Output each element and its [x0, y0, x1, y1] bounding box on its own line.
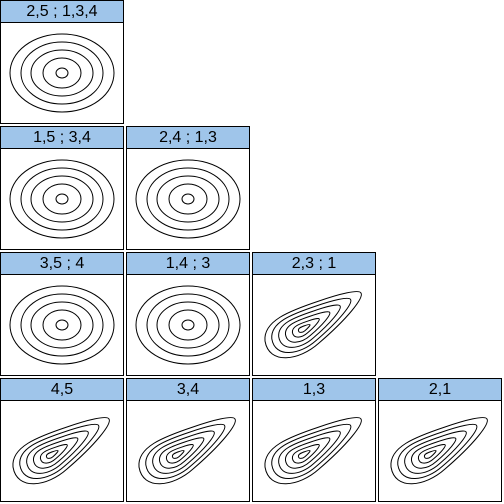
contour-line-2: [145, 423, 226, 479]
contour-line-2: [397, 423, 478, 479]
contour-ring-3: [30, 301, 94, 349]
panel-label: 1,3: [253, 379, 375, 401]
contour-ring-5: [181, 319, 195, 331]
contour-panel-3: 2,4 ; 1,3: [126, 126, 250, 250]
contour-line-1: [390, 417, 488, 485]
contour-ring-3: [156, 175, 220, 223]
panel-label: 2,5 ; 1,3,4: [1, 1, 123, 23]
contour-plot: [138, 417, 236, 485]
contour-panel-5: 1,4 ; 3: [126, 252, 250, 376]
contour-ring-1: [135, 285, 241, 365]
contour-plot: [264, 417, 362, 485]
contour-line-4: [284, 437, 331, 469]
panel-label: 2,3 ; 1: [253, 253, 375, 275]
contour-line-6: [45, 450, 59, 459]
contour-ring-4: [168, 183, 208, 215]
contour-line-3: [278, 304, 341, 348]
contour-line-2: [19, 423, 100, 479]
contour-ring-1: [9, 33, 115, 113]
contour-line-5: [417, 444, 446, 464]
contour-plot: [9, 159, 115, 239]
contour-plot: [12, 417, 110, 485]
contour-plot: [390, 417, 488, 485]
contour-ring-5: [55, 67, 69, 79]
contour-line-5: [291, 318, 320, 338]
contour-plot: [9, 285, 115, 365]
contour-panel-10: 2,1: [378, 378, 502, 502]
contour-ring-4: [42, 309, 82, 341]
contour-line-3: [278, 430, 341, 474]
contour-line-2: [271, 297, 352, 353]
panel-label: 4,5: [1, 379, 123, 401]
contour-ring-1: [9, 159, 115, 239]
contour-line-6: [297, 324, 311, 333]
contour-panel-6: 2,3 ; 1: [252, 252, 376, 376]
contour-line-1: [12, 417, 110, 485]
contour-line-5: [39, 444, 68, 464]
contour-line-6: [171, 450, 185, 459]
contour-panel-8: 3,4: [126, 378, 250, 502]
contour-line-1: [264, 417, 362, 485]
contour-line-1: [138, 417, 236, 485]
contour-ring-2: [20, 41, 104, 105]
panel-label: 2,4 ; 1,3: [127, 127, 249, 149]
contour-panel-4: 3,5 ; 4: [0, 252, 124, 376]
panel-label: 3,5 ; 4: [1, 253, 123, 275]
contour-line-3: [26, 430, 89, 474]
contour-ring-5: [55, 319, 69, 331]
panel-label: 1,5 ; 3,4: [1, 127, 123, 149]
contour-line-6: [423, 450, 437, 459]
contour-line-6: [297, 450, 311, 459]
panel-label: 1,4 ; 3: [127, 253, 249, 275]
contour-ring-4: [42, 57, 82, 89]
contour-ring-2: [146, 293, 230, 357]
contour-line-3: [152, 430, 215, 474]
contour-ring-2: [20, 167, 104, 231]
contour-ring-3: [30, 175, 94, 223]
contour-ring-5: [55, 193, 69, 205]
contour-line-4: [284, 311, 331, 343]
contour-ring-1: [9, 285, 115, 365]
contour-line-4: [410, 437, 457, 469]
contour-ring-4: [168, 309, 208, 341]
contour-ring-1: [135, 159, 241, 239]
contour-line-1: [264, 291, 362, 359]
contour-ring-2: [146, 167, 230, 231]
panel-label: 3,4: [127, 379, 249, 401]
contour-ring-3: [30, 49, 94, 97]
contour-line-2: [271, 423, 352, 479]
contour-panel-9: 1,3: [252, 378, 376, 502]
contour-plot: [9, 33, 115, 113]
contour-line-5: [165, 444, 194, 464]
panel-label: 2,1: [379, 379, 501, 401]
contour-ring-4: [42, 183, 82, 215]
contour-panel-7: 4,5: [0, 378, 124, 502]
contour-line-4: [32, 437, 79, 469]
contour-plot: [135, 285, 241, 365]
contour-panel-2: 1,5 ; 3,4: [0, 126, 124, 250]
contour-plot: [264, 291, 362, 359]
contour-line-4: [158, 437, 205, 469]
contour-ring-5: [181, 193, 195, 205]
contour-ring-2: [20, 293, 104, 357]
contour-line-3: [404, 430, 467, 474]
contour-ring-3: [156, 301, 220, 349]
contour-panel-1: 2,5 ; 1,3,4: [0, 0, 124, 124]
contour-line-5: [291, 444, 320, 464]
contour-plot: [135, 159, 241, 239]
